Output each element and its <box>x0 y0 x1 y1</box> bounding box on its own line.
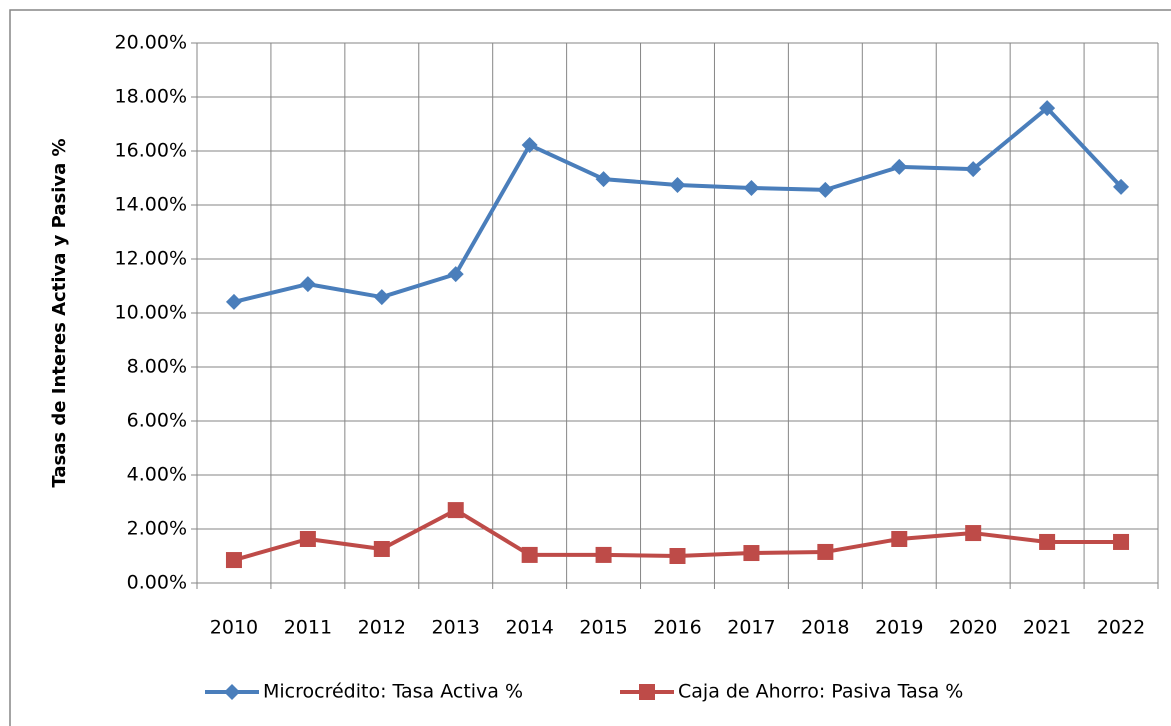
x-tick-label: 2020 <box>949 617 997 639</box>
x-tick-label: 2010 <box>210 617 258 639</box>
data-point <box>225 552 242 569</box>
data-point <box>669 548 686 564</box>
y-tick-label: 4.00% <box>127 464 187 486</box>
data-point <box>965 525 982 542</box>
legend-marker <box>224 684 240 700</box>
data-point <box>743 179 760 196</box>
data-point <box>1113 533 1130 550</box>
data-point <box>299 530 316 547</box>
data-point <box>225 293 242 310</box>
y-axis-label: Tasas de Interes Activa y Pasiva % <box>49 138 70 487</box>
y-tick-label: 8.00% <box>127 356 187 378</box>
data-point <box>965 161 982 178</box>
data-point <box>743 545 760 562</box>
y-tick-label: 0.00% <box>127 572 187 594</box>
x-tick-label: 2012 <box>358 617 406 639</box>
x-tick-label: 2018 <box>801 617 849 639</box>
data-point <box>1113 178 1130 195</box>
x-tick-label: 2011 <box>284 617 332 639</box>
legend-marker <box>639 684 655 700</box>
data-point <box>669 177 686 194</box>
y-tick-label: 12.00% <box>115 248 187 270</box>
data-point <box>891 158 908 175</box>
data-point <box>817 543 834 560</box>
x-tick-label: 2014 <box>505 617 553 639</box>
data-point <box>595 546 612 563</box>
x-tick-label: 2021 <box>1023 617 1071 639</box>
data-point <box>1039 100 1056 117</box>
y-tick-label: 6.00% <box>127 410 187 432</box>
data-point <box>447 502 464 519</box>
y-tick-label: 14.00% <box>115 194 187 216</box>
data-point <box>817 181 834 198</box>
x-tick-label: 2016 <box>653 617 701 639</box>
x-tick-label: 2015 <box>579 617 627 639</box>
x-tick-label: 2022 <box>1097 617 1145 639</box>
data-point <box>447 266 464 283</box>
data-point <box>521 546 538 563</box>
y-tick-label: 20.00% <box>115 32 187 54</box>
y-tick-label: 10.00% <box>115 302 187 324</box>
data-point <box>595 171 612 188</box>
y-tick-label: 2.00% <box>127 518 187 540</box>
y-tick-label: 18.00% <box>115 86 187 108</box>
data-point <box>521 137 538 154</box>
x-tick-label: 2017 <box>727 617 775 639</box>
y-tick-label: 16.00% <box>115 140 187 162</box>
data-point <box>1039 533 1056 550</box>
legend-label: Microcrédito: Tasa Activa % <box>263 681 523 703</box>
data-point <box>299 276 316 293</box>
data-point <box>891 530 908 547</box>
chart-border <box>9 9 1171 726</box>
x-tick-label: 2019 <box>875 617 923 639</box>
x-tick-label: 2013 <box>432 617 480 639</box>
data-point <box>373 289 390 306</box>
legend-label: Caja de Ahorro: Pasiva Tasa % <box>678 681 963 703</box>
data-point <box>373 540 390 557</box>
